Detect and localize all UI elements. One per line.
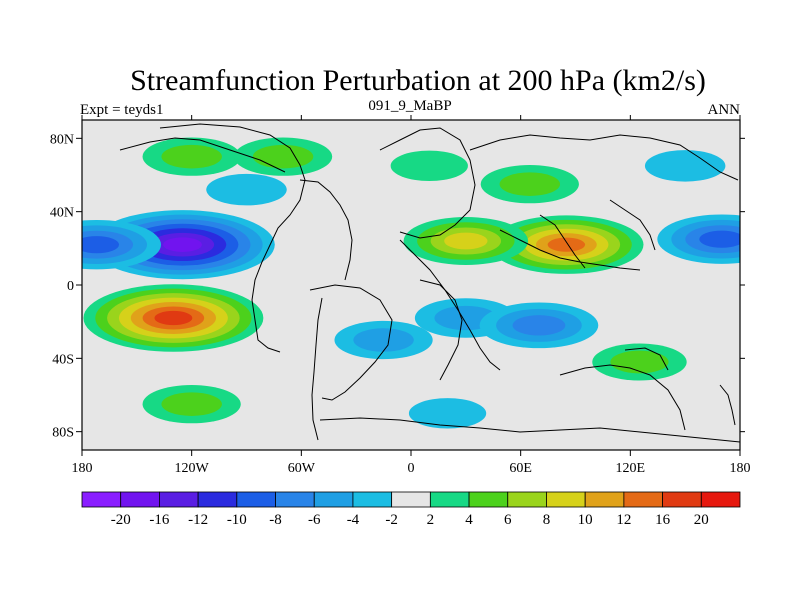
contour-band bbox=[512, 315, 566, 336]
colorbar-swatch bbox=[275, 491, 315, 508]
colorbar-swatch bbox=[236, 491, 276, 508]
colorbar-swatch bbox=[584, 491, 625, 508]
chart-title: Streamfunction Perturbation at 200 hPa (… bbox=[130, 64, 706, 97]
contour-band bbox=[390, 150, 468, 182]
y-tick-label: 0 bbox=[67, 279, 74, 294]
chart-subtitle-center: 091_9_MaBP bbox=[368, 98, 451, 114]
colorbar-label: -2 bbox=[385, 512, 398, 528]
y-tick-label: 80N bbox=[50, 132, 74, 147]
colorbar-label: 10 bbox=[578, 512, 593, 528]
contour-band bbox=[644, 150, 726, 182]
colorbar: -20 -16 -12 -10 -8 -6 -4 -2 2 4 6 8 10 12 16 20 bbox=[81, 491, 741, 528]
colorbar-label: 2 bbox=[427, 512, 435, 528]
x-tick-label: 180 bbox=[730, 461, 751, 476]
colorbar-swatch bbox=[391, 491, 431, 508]
colorbar-swatch bbox=[507, 491, 547, 508]
colorbar-label: 12 bbox=[616, 512, 631, 528]
contour-band bbox=[161, 144, 222, 169]
x-tick-label: 60W bbox=[288, 461, 316, 476]
colorbar-label: -6 bbox=[308, 512, 321, 528]
contour-band bbox=[699, 230, 740, 248]
colorbar-label: -20 bbox=[111, 512, 131, 528]
y-tick-label: 40S bbox=[52, 352, 74, 367]
contour-band bbox=[206, 173, 287, 206]
contour-band bbox=[252, 144, 314, 169]
colorbar-swatch bbox=[468, 491, 509, 508]
field-anomaly bbox=[479, 302, 599, 349]
contour-band bbox=[163, 237, 202, 252]
field-anomaly bbox=[592, 343, 687, 381]
x-tick-label: 60E bbox=[509, 461, 532, 476]
colorbar-swatch bbox=[81, 491, 122, 508]
contour-field bbox=[82, 120, 740, 450]
colorbar-label: 20 bbox=[694, 512, 709, 528]
field-anomaly bbox=[408, 398, 487, 429]
x-tick-label: 120W bbox=[175, 461, 210, 476]
x-tick-label: 180 bbox=[72, 461, 93, 476]
colorbar-swatch bbox=[197, 491, 238, 508]
colorbar-swatch bbox=[662, 491, 702, 508]
field-anomaly bbox=[403, 217, 529, 265]
colorbar-label: -10 bbox=[227, 512, 247, 528]
contour-band bbox=[353, 328, 414, 352]
field-anomaly bbox=[390, 150, 468, 182]
y-tick-label: 40N bbox=[50, 206, 74, 221]
field-anomaly bbox=[82, 219, 162, 270]
coastline-outline bbox=[119, 123, 740, 443]
colorbar-swatch bbox=[429, 491, 470, 508]
x-tick-label: 120E bbox=[616, 461, 646, 476]
contour-band bbox=[82, 236, 120, 254]
field-anomaly bbox=[644, 150, 726, 182]
colorbar-label: -8 bbox=[269, 512, 282, 528]
field-anomaly bbox=[334, 320, 433, 360]
field-anomaly bbox=[83, 284, 264, 352]
field-anomaly bbox=[206, 173, 287, 206]
colorbar-swatch bbox=[546, 491, 586, 508]
contour-band bbox=[499, 172, 561, 196]
contour-band bbox=[161, 392, 222, 416]
x-axis: 180 120W 60W 0 60E 120E 180 bbox=[72, 115, 751, 476]
field-anomaly bbox=[657, 214, 740, 264]
contour-band bbox=[547, 237, 586, 252]
field-anomaly bbox=[489, 215, 644, 274]
contour-band bbox=[444, 232, 488, 250]
contour-band bbox=[154, 310, 193, 326]
field-anomaly bbox=[480, 165, 579, 204]
colorbar-label: 4 bbox=[465, 512, 473, 528]
field-anomaly bbox=[142, 137, 241, 176]
colorbar-label: -16 bbox=[149, 512, 169, 528]
colorbar-swatch bbox=[623, 491, 663, 508]
chart-subtitle-right: ANN bbox=[708, 102, 741, 118]
colorbar-label: -12 bbox=[188, 512, 208, 528]
field-anomaly bbox=[142, 385, 241, 424]
colorbar-label: 8 bbox=[543, 512, 551, 528]
colorbar-swatch bbox=[120, 491, 160, 508]
contour-band bbox=[408, 398, 487, 429]
colorbar-label: 6 bbox=[504, 512, 512, 528]
colorbar-label: 16 bbox=[655, 512, 671, 528]
colorbar-label: -4 bbox=[347, 512, 360, 528]
colorbar-swatch bbox=[700, 491, 741, 508]
colorbar-swatch bbox=[159, 491, 199, 508]
x-tick-label: 0 bbox=[408, 461, 415, 476]
contour-band bbox=[610, 350, 669, 374]
colorbar-swatch bbox=[352, 491, 393, 508]
y-tick-label: 80S bbox=[52, 426, 74, 441]
colorbar-swatch bbox=[313, 491, 354, 508]
y-axis: 80N 40N 0 40S 80S bbox=[50, 132, 745, 441]
chart-subtitle-left: Expt = teyds1 bbox=[80, 102, 163, 118]
